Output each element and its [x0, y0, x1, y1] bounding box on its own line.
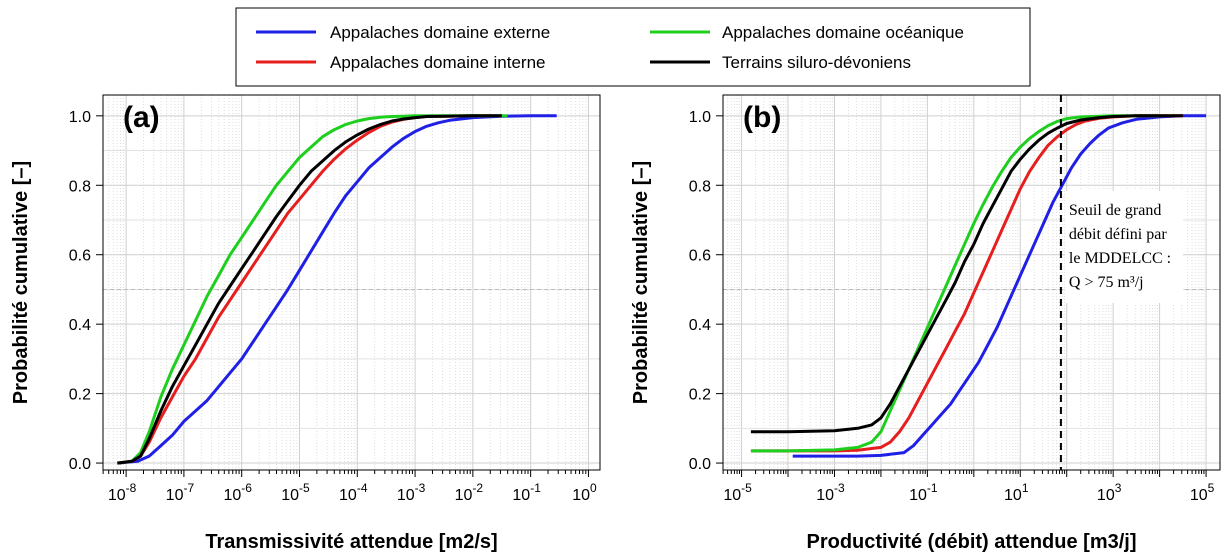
- legend-entry-externe: Appalaches domaine externe: [256, 23, 550, 42]
- panel-b-x-axis-title: Productivité (débit) attendue [m3/j]: [806, 531, 1136, 553]
- panel-a-label: (a): [123, 101, 160, 134]
- x-tick-label: 100: [572, 481, 597, 504]
- y-tick-label: 1.0: [69, 109, 91, 126]
- y-tick-label: 0.8: [689, 178, 711, 195]
- y-tick-label: 0.2: [69, 387, 91, 404]
- annotation-line: débit défini par: [1069, 226, 1167, 243]
- y-tick-label: 0.6: [689, 248, 711, 265]
- y-tick-label: 0.0: [689, 456, 711, 473]
- y-tick-label: 1.0: [689, 109, 711, 126]
- x-tick-label: 10-1: [909, 481, 938, 504]
- x-tick-label: 103: [1097, 481, 1122, 504]
- series-line-2: [117, 114, 508, 465]
- legend-label-siluro: Terrains siluro-dévoniens: [722, 53, 911, 72]
- legend: Appalaches domaine externe Appalaches do…: [235, 7, 1031, 87]
- x-tick-label: 10-6: [223, 481, 252, 504]
- y-tick-label: 0.6: [69, 248, 91, 265]
- panel-b-annotation: Seuil de grand débit défini par le MDDELCC…: [1069, 202, 1171, 291]
- x-tick-label: 105: [1190, 481, 1215, 504]
- legend-entry-oceanique: Appalaches domaine océanique: [650, 23, 964, 42]
- series-line-1: [750, 114, 1183, 453]
- series-line-0: [117, 114, 557, 465]
- panel-b-series: [750, 114, 1207, 458]
- x-tick-label: 10-3: [816, 481, 845, 504]
- legend-label-oceanique: Appalaches domaine océanique: [722, 23, 964, 42]
- series-line-3: [750, 114, 1183, 434]
- legend-box: [235, 7, 1031, 87]
- y-tick-label: 0.4: [69, 317, 91, 334]
- panel-b-axes: 0.0 0.2 0.4 0.6 0.8 1.0 10-5 10-3 10-1 101 103 105: [689, 109, 1215, 504]
- panel-b: Seuil de grand débit défini par le MDDELCC…: [630, 94, 1221, 553]
- annotation-line: Q > 75 m³/j: [1069, 274, 1144, 291]
- y-tick-label: 0.8: [69, 178, 91, 195]
- x-tick-label: 10-4: [339, 481, 368, 504]
- annotation-line: Seuil de grand: [1069, 202, 1161, 219]
- x-tick-label: 10-1: [512, 481, 541, 504]
- x-tick-label: 10-2: [455, 481, 484, 504]
- y-tick-label: 0.2: [689, 387, 711, 404]
- series-line-0: [792, 114, 1207, 458]
- legend-label-interne: Appalaches domaine interne: [330, 53, 545, 72]
- panel-a-y-axis-title: Probabilité cumulative [–]: [10, 161, 32, 404]
- panel-a-series: [117, 114, 557, 465]
- y-tick-label: 0.4: [689, 317, 711, 334]
- annotation-line: le MDDELCC :: [1069, 250, 1171, 267]
- legend-entry-siluro: Terrains siluro-dévoniens: [650, 53, 911, 72]
- panel-b-y-axis-title: Probabilité cumulative [–]: [630, 161, 652, 404]
- legend-label-externe: Appalaches domaine externe: [330, 23, 550, 42]
- x-tick-label: 10-8: [108, 481, 137, 504]
- x-tick-label: 10-7: [166, 481, 195, 504]
- panel-a-grid: [102, 95, 600, 470]
- panel-a: 0.0 0.2 0.4 0.6 0.8 1.0 10-8 10-7 10-6 10-5 10-4 10…: [10, 94, 601, 553]
- series-line-3: [117, 114, 502, 465]
- y-tick-label: 0.0: [69, 456, 91, 473]
- legend-entry-interne: Appalaches domaine interne: [256, 53, 545, 72]
- panel-a-x-axis-title: Transmissivité attendue [m2/s]: [205, 531, 497, 553]
- x-tick-label: 10-3: [397, 481, 426, 504]
- x-tick-label: 101: [1004, 481, 1029, 504]
- series-line-2: [750, 114, 1160, 453]
- x-tick-label: 10-5: [723, 481, 752, 504]
- panel-b-label: (b): [743, 101, 781, 134]
- panel-b-annotation-background: [1064, 191, 1183, 303]
- x-tick-label: 10-5: [281, 481, 310, 504]
